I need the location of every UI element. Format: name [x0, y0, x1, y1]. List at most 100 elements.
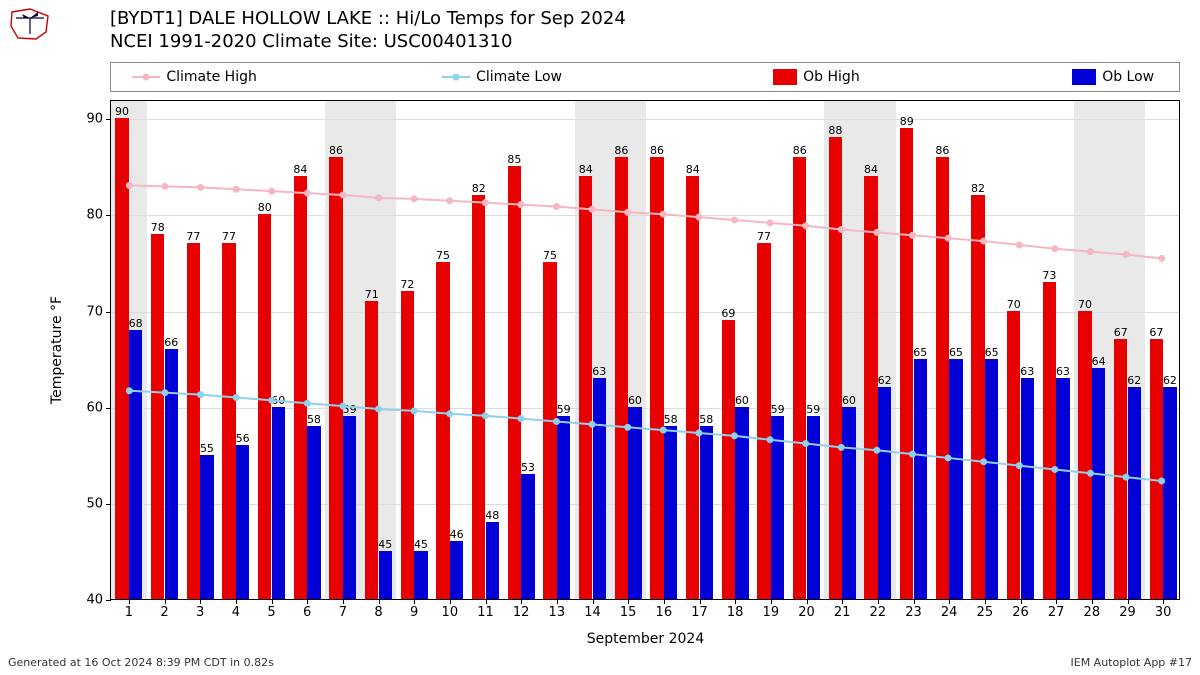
xtick-mark [1128, 599, 1129, 604]
ob-high-bar [971, 195, 985, 599]
ob-low-label: 59 [557, 403, 571, 416]
x-axis-label: September 2024 [587, 631, 704, 647]
legend-swatch-icon [773, 69, 797, 85]
ob-high-label: 86 [329, 144, 343, 157]
ob-low-bar [664, 426, 678, 599]
ob-low-bar [343, 416, 357, 599]
chart-title: [BYDT1] DALE HOLLOW LAKE :: Hi/Lo Temps … [110, 8, 626, 53]
ob-low-bar [878, 387, 892, 599]
xtick-label: 21 [834, 605, 851, 620]
ytick-label: 90 [86, 112, 103, 127]
ob-high-label: 77 [186, 230, 200, 243]
ytick-label: 50 [86, 496, 103, 511]
ob-high-label: 75 [543, 249, 557, 262]
xtick-mark [1021, 599, 1022, 604]
climate-high-line-marker [197, 184, 204, 191]
ob-low-label: 59 [806, 403, 820, 416]
ob-low-label: 68 [129, 317, 143, 330]
ob-high-bar [793, 157, 807, 599]
xtick-label: 11 [477, 605, 494, 620]
xtick-label: 27 [1048, 605, 1065, 620]
legend-label: Ob High [803, 69, 860, 85]
ob-high-label: 73 [1042, 269, 1056, 282]
climate-high-line-marker [233, 186, 240, 193]
ob-high-bar [365, 301, 379, 599]
ob-low-label: 65 [949, 346, 963, 359]
ob-high-bar [936, 157, 950, 599]
legend-ob-high: Ob High [773, 69, 860, 85]
ob-high-label: 84 [579, 163, 593, 176]
ob-high-label: 86 [935, 144, 949, 157]
xtick-mark [985, 599, 986, 604]
xtick-label: 14 [584, 605, 601, 620]
ob-low-bar [307, 426, 321, 599]
ytick-mark [106, 504, 111, 505]
legend-ob-low: Ob Low [1072, 69, 1154, 85]
climate-high-line-marker [446, 197, 453, 204]
ob-high-label: 90 [115, 105, 129, 118]
ob-high-label: 70 [1078, 298, 1092, 311]
climate-high-line-marker [553, 203, 560, 210]
ob-low-bar [807, 416, 821, 599]
ob-low-label: 62 [1163, 374, 1177, 387]
ob-high-label: 72 [400, 278, 414, 291]
ob-low-bar [771, 416, 785, 599]
ob-high-label: 84 [293, 163, 307, 176]
xtick-mark [1163, 599, 1164, 604]
xtick-mark [486, 599, 487, 604]
xtick-mark [771, 599, 772, 604]
xtick-label: 3 [196, 605, 204, 620]
chart-area: Climate High Climate Low Ob High Ob Low … [110, 62, 1180, 622]
ob-low-bar [236, 445, 250, 599]
ob-high-bar [543, 262, 557, 599]
xtick-label: 6 [303, 605, 311, 620]
ob-high-label: 71 [365, 288, 379, 301]
ob-high-bar [650, 157, 664, 599]
xtick-label: 18 [727, 605, 744, 620]
ob-low-label: 58 [699, 413, 713, 426]
xtick-label: 7 [339, 605, 347, 620]
title-line-1: [BYDT1] DALE HOLLOW LAKE :: Hi/Lo Temps … [110, 8, 626, 31]
ob-low-label: 65 [913, 346, 927, 359]
ob-low-bar [914, 359, 928, 599]
xtick-mark [521, 599, 522, 604]
legend-line-icon [442, 76, 470, 78]
xtick-label: 8 [374, 605, 382, 620]
ob-low-label: 55 [200, 442, 214, 455]
ob-low-bar [949, 359, 963, 599]
ob-low-bar [165, 349, 179, 599]
ob-high-bar [115, 118, 129, 599]
ytick-label: 60 [86, 400, 103, 415]
legend: Climate High Climate Low Ob High Ob Low [110, 62, 1180, 92]
ob-low-label: 64 [1092, 355, 1106, 368]
xtick-mark [664, 599, 665, 604]
xtick-mark [236, 599, 237, 604]
ob-low-label: 60 [735, 394, 749, 407]
ob-high-bar [722, 320, 736, 599]
ob-low-bar [1021, 378, 1035, 599]
xtick-mark [307, 599, 308, 604]
ob-high-bar [436, 262, 450, 599]
xtick-mark [200, 599, 201, 604]
ob-high-bar [1043, 282, 1057, 599]
ob-high-label: 67 [1149, 326, 1163, 339]
ob-low-bar [557, 416, 571, 599]
ob-high-bar [615, 157, 629, 599]
ob-low-bar [272, 407, 286, 599]
ob-high-label: 80 [258, 201, 272, 214]
ytick-mark [106, 408, 111, 409]
ob-low-bar [379, 551, 393, 599]
xtick-mark [165, 599, 166, 604]
ob-high-label: 82 [971, 182, 985, 195]
axes: Temperature °F September 2024 4050607080… [110, 100, 1180, 600]
ob-low-label: 45 [378, 538, 392, 551]
xtick-label: 15 [620, 605, 637, 620]
ob-high-label: 89 [900, 115, 914, 128]
ob-high-label: 82 [472, 182, 486, 195]
xtick-mark [557, 599, 558, 604]
ob-high-bar [472, 195, 486, 599]
xtick-label: 13 [549, 605, 566, 620]
xtick-label: 30 [1155, 605, 1172, 620]
ob-high-label: 77 [757, 230, 771, 243]
ob-high-label: 69 [721, 307, 735, 320]
